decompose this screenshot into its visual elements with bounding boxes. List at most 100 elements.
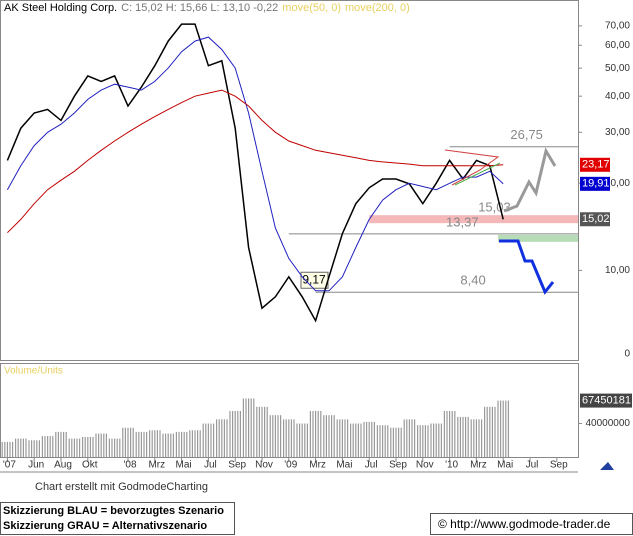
header-quote: C: 15,02 H: 15,66 L: 13,10 -0,22	[121, 2, 278, 14]
level-label: 26,75	[510, 127, 543, 142]
volume-bar	[156, 430, 158, 457]
volume-bar	[76, 438, 78, 457]
volume-tick-label: 40000000	[586, 418, 631, 429]
volume-bar	[331, 415, 333, 457]
volume-bar	[350, 423, 352, 457]
volume-bar	[122, 427, 124, 457]
volume-bar	[347, 419, 349, 457]
volume-bar	[443, 411, 445, 457]
volume-bar	[6, 441, 8, 457]
y-tick-label: 20,00	[605, 178, 630, 189]
volume-bar	[363, 421, 365, 457]
scenario-blue	[499, 239, 555, 295]
x-tick-label: Nov	[416, 460, 434, 471]
y-tick-label: 60,00	[605, 40, 630, 51]
volume-bar	[4, 441, 6, 457]
volume-bar	[245, 398, 247, 457]
volume-bar	[357, 423, 359, 457]
x-tick-label: Jul	[365, 460, 378, 471]
volume-bar	[304, 423, 306, 457]
volume-bar	[44, 436, 46, 457]
volume-bar	[95, 433, 97, 457]
volume-bar	[470, 419, 472, 457]
volume-bar	[210, 423, 212, 457]
volume-bar	[135, 431, 137, 457]
volume-bar	[422, 425, 424, 457]
volume-bar	[186, 431, 188, 457]
x-tick-label: '08	[123, 460, 136, 471]
volume-bar	[63, 431, 65, 457]
volume-bar	[301, 423, 303, 457]
volume-bar	[199, 430, 201, 457]
header-ma200: move(200, 0)	[345, 2, 410, 14]
x-tick-label: '07	[3, 460, 16, 471]
volume-bar	[285, 419, 287, 457]
volume-bar	[341, 419, 343, 457]
volume-bar	[216, 419, 218, 457]
triangle-green	[454, 162, 501, 186]
last-value-badge	[580, 212, 610, 227]
volume-bar	[100, 433, 102, 457]
volume-bar	[390, 427, 392, 457]
volume-bar	[149, 430, 151, 457]
volume-bar	[151, 430, 153, 457]
volume-bar	[489, 406, 491, 457]
volume-bar	[194, 430, 196, 457]
volume-bar	[272, 415, 274, 457]
low-label: 9,17	[302, 272, 326, 286]
volume-bar	[323, 415, 325, 457]
y-tick-label: 30,00	[605, 127, 630, 138]
volume-bar	[315, 411, 317, 457]
last-value-label: 23,17	[582, 159, 610, 171]
x-tick-label: Sep	[550, 460, 568, 471]
volume-bar	[256, 406, 258, 457]
volume-bar	[373, 421, 375, 457]
volume-bar	[207, 423, 209, 457]
volume-bar	[41, 436, 43, 457]
x-tick-label: Jun	[28, 460, 44, 471]
y-tick-label: 70,00	[605, 21, 630, 32]
volume-bar	[183, 431, 185, 457]
credit: Chart erstellt mit GodmodeCharting	[35, 481, 208, 493]
volume-panel	[0, 363, 579, 458]
volume-bar	[229, 411, 231, 457]
volume-bar	[288, 419, 290, 457]
volume-bar	[226, 419, 228, 457]
x-tick-label: Mrz	[470, 460, 487, 471]
volume-bar	[237, 411, 239, 457]
volume-bar	[234, 411, 236, 457]
y-tick-label: 10,00	[605, 265, 630, 276]
volume-bar	[33, 440, 35, 457]
volume-bar	[366, 421, 368, 457]
volume-bar	[258, 406, 260, 457]
volume-bar	[218, 419, 220, 457]
volume-bar	[465, 416, 467, 457]
volume-bar	[17, 438, 19, 457]
volume-bar	[68, 438, 70, 457]
volume-bar	[202, 423, 204, 457]
level-label: 13,37	[446, 214, 479, 229]
volume-bar	[205, 423, 207, 457]
volume-bar	[384, 425, 386, 457]
volume-bar	[457, 416, 459, 457]
volume-bar	[191, 430, 193, 457]
volume-bar	[299, 423, 301, 457]
x-tick-label: Jul	[526, 460, 539, 471]
volume-bar	[478, 419, 480, 457]
volume-bar	[406, 419, 408, 457]
volume-bar	[197, 430, 199, 457]
y-tick-label: 40,00	[605, 91, 630, 102]
volume-bar	[502, 400, 504, 457]
volume-bar	[403, 419, 405, 457]
volume-bar	[84, 436, 86, 457]
ma-line	[6, 36, 504, 292]
x-tick-label: '09	[284, 460, 297, 471]
x-tick-label: Okt	[82, 460, 98, 471]
volume-bar	[424, 425, 426, 457]
volume-bar	[92, 436, 94, 457]
volume-bar	[414, 419, 416, 457]
volume-bar	[505, 400, 507, 457]
volume-bar	[181, 431, 183, 457]
volume-bar	[28, 440, 30, 457]
